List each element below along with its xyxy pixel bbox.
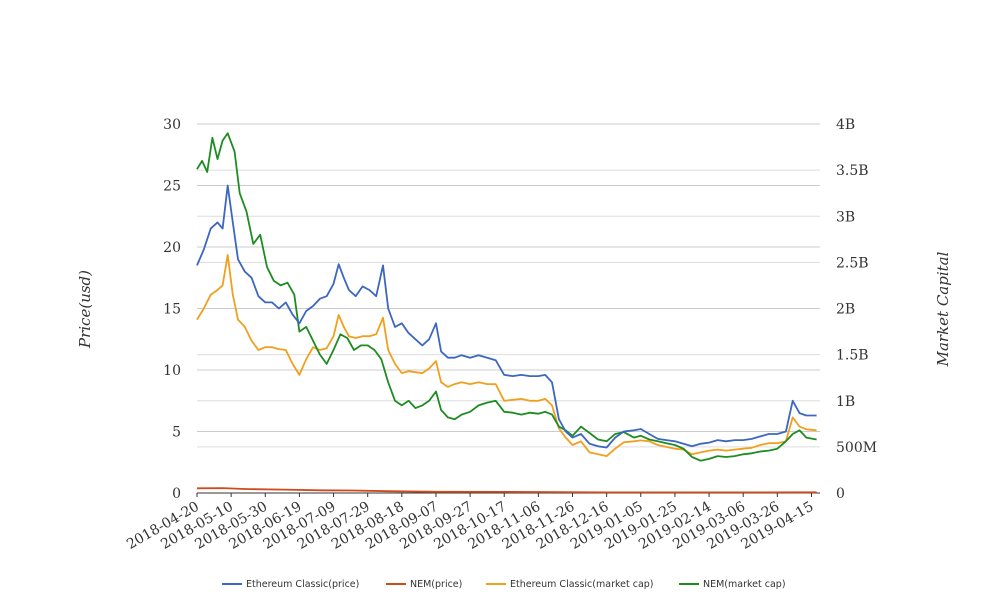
y-right-tick-label: 3B <box>836 209 855 225</box>
y-left-tick-label: 30 <box>163 117 181 133</box>
legend-label-0: Ethereum Classic(price) <box>246 579 359 590</box>
series-line-1 <box>196 487 817 494</box>
series-line-3 <box>196 132 817 462</box>
y-right-tick-label: 1.5B <box>836 348 869 364</box>
y-right-tick-label: 2B <box>836 302 855 318</box>
legend-label-1: NEM(price) <box>410 579 462 590</box>
y-right-tick-label: 3.5B <box>836 163 869 179</box>
legend-label-3: NEM(market cap) <box>703 579 786 590</box>
y-axis-left-title: Price(usd) <box>76 270 94 349</box>
y-left-tick-label: 10 <box>163 363 181 379</box>
y-right-tick-label: 1B <box>836 394 855 410</box>
y-right-tick-label: 0 <box>836 486 845 502</box>
y-left-tick-label: 25 <box>163 179 181 195</box>
grid <box>197 123 820 494</box>
y-right-tick-label: 4B <box>836 117 855 133</box>
y-left-tick-label: 15 <box>163 302 181 318</box>
series-line-0 <box>196 184 817 449</box>
y-axis-right-title: Market Capital <box>934 251 952 367</box>
series-line-2 <box>196 254 817 457</box>
y-axis-right: 0 500M 1B 1.5B 2B 2.5B 3B 3.5B 4B <box>836 117 877 502</box>
y-right-tick-label: 500M <box>836 440 877 456</box>
y-left-tick-label: 20 <box>163 240 181 256</box>
x-axis: 2018-04-202018-05-102018-05-302018-06-19… <box>124 493 816 553</box>
y-right-tick-label: 2.5B <box>836 255 869 271</box>
series-lines <box>196 132 817 494</box>
legend-label-2: Ethereum Classic(market cap) <box>510 579 654 590</box>
y-axis-left: 0 5 10 15 20 25 30 <box>163 117 181 502</box>
y-left-tick-label: 0 <box>172 486 181 502</box>
legend: Ethereum Classic(price) NEM(price) Ethereu… <box>222 579 786 590</box>
y-left-tick-label: 5 <box>172 425 181 441</box>
